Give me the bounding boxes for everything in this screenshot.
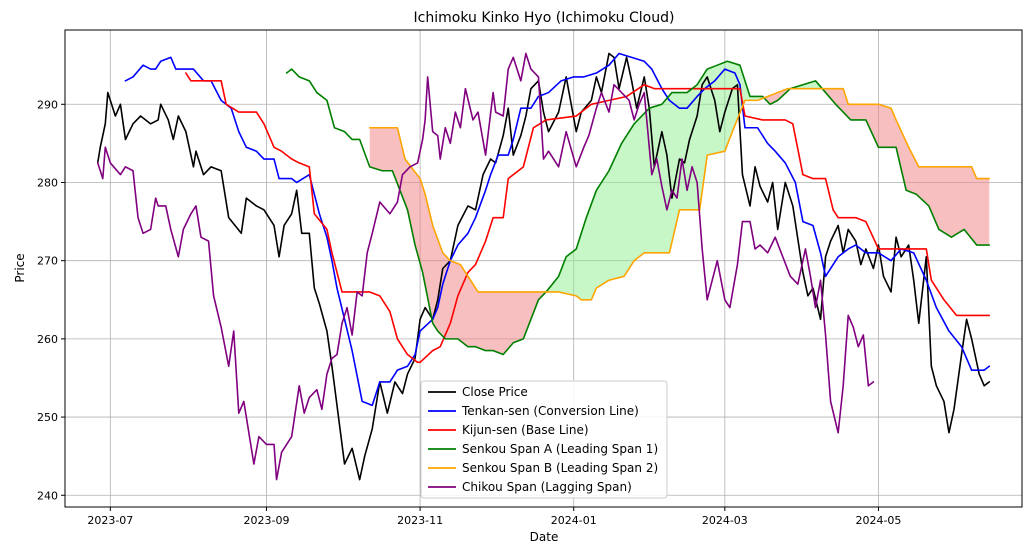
axis-ticks: 2023-07 2023-09 2023-11 2024-01 2024-03 2024-…: [37, 98, 901, 527]
bearish-cloud-region: [762, 88, 791, 105]
bearish-cloud-region: [820, 86, 990, 246]
kijun-sen-line: [185, 72, 991, 364]
x-tick-label: 2024-05: [855, 514, 901, 527]
plot-frame: [64, 29, 1023, 508]
bearish-cloud-region: [369, 127, 547, 355]
y-tick-label: 280: [37, 176, 58, 189]
bullish-cloud-region: [543, 61, 766, 300]
x-axis-label: Date: [530, 530, 559, 543]
x-tick-label: 2024-01: [551, 514, 597, 527]
legend-entry-label: Tenkan-sen (Conversion Line): [461, 404, 639, 418]
legend: Close Price Tenkan-sen (Conversion Line) K…: [420, 380, 668, 499]
senkou-span-b-line: [368, 87, 991, 301]
chikou-span-line: [96, 52, 875, 481]
legend-entry-label: Chikou Span (Lagging Span): [462, 480, 632, 494]
x-tick-label: 2023-11: [397, 514, 443, 527]
y-axis-label: Price: [13, 253, 27, 282]
y-tick-label: 290: [37, 98, 58, 111]
close-price-line: [96, 52, 991, 481]
tenkan-sen-line: [124, 52, 991, 407]
senkou-span-a-line: [285, 60, 991, 356]
x-tick-label: 2024-03: [702, 514, 748, 527]
y-tick-label: 270: [37, 255, 58, 268]
y-tick-label: 250: [37, 411, 58, 424]
legend-entry-label: Senkou Span A (Leading Span 1): [462, 442, 658, 456]
y-tick-label: 260: [37, 333, 58, 346]
legend-entry-label: Senkou Span B (Leading Span 2): [462, 461, 658, 475]
cloud-fill: [369, 61, 990, 355]
y-tick-label: 240: [37, 489, 58, 502]
chart-title: Ichimoku Kinko Hyo (Ichimoku Cloud): [414, 10, 675, 26]
legend-entry-label: Close Price: [462, 385, 528, 399]
series-lines: [96, 52, 991, 481]
legend-box: [420, 380, 668, 499]
x-tick-label: 2023-09: [243, 514, 289, 527]
x-tick-label: 2023-07: [87, 514, 133, 527]
legend-entry-label: Kijun-sen (Base Line): [462, 423, 589, 437]
